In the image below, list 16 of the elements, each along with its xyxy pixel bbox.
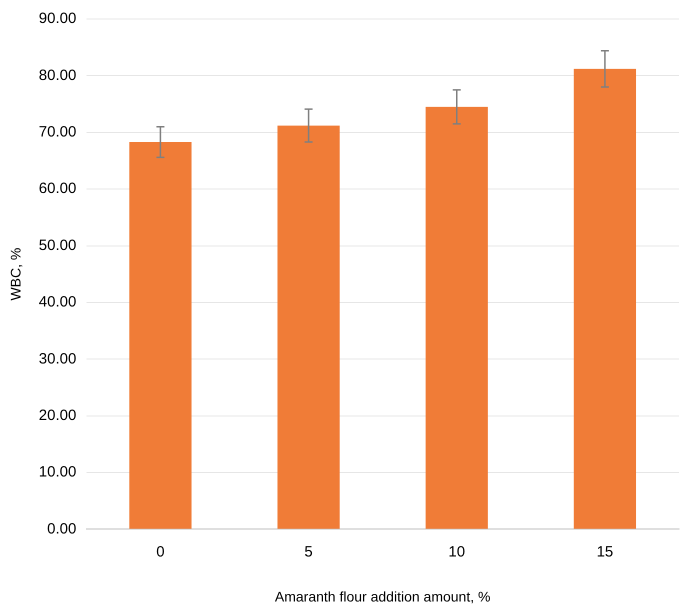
- y-tick-label: 40.00: [38, 294, 76, 311]
- y-tick-label: 0.00: [47, 520, 76, 538]
- y-tick-label: 10.00: [38, 464, 76, 481]
- y-tick-label: 60.00: [38, 180, 76, 198]
- y-tick-label: 70.00: [38, 124, 76, 141]
- y-tick-label: 80.00: [38, 66, 76, 84]
- x-tick-label: 15: [596, 543, 614, 560]
- x-tick-label: 5: [304, 543, 313, 560]
- y-tick-label: 30.00: [38, 350, 76, 368]
- x-tick-label: 10: [448, 543, 466, 560]
- x-tick-label: 0: [156, 543, 165, 560]
- y-axis-title: WBC, %: [7, 248, 24, 301]
- x-axis-title: Amaranth flour addition amount, %: [274, 588, 490, 604]
- y-tick-label: 50.00: [38, 236, 76, 254]
- y-tick-label: 20.00: [38, 406, 76, 424]
- y-tick-label: 90.00: [38, 10, 76, 28]
